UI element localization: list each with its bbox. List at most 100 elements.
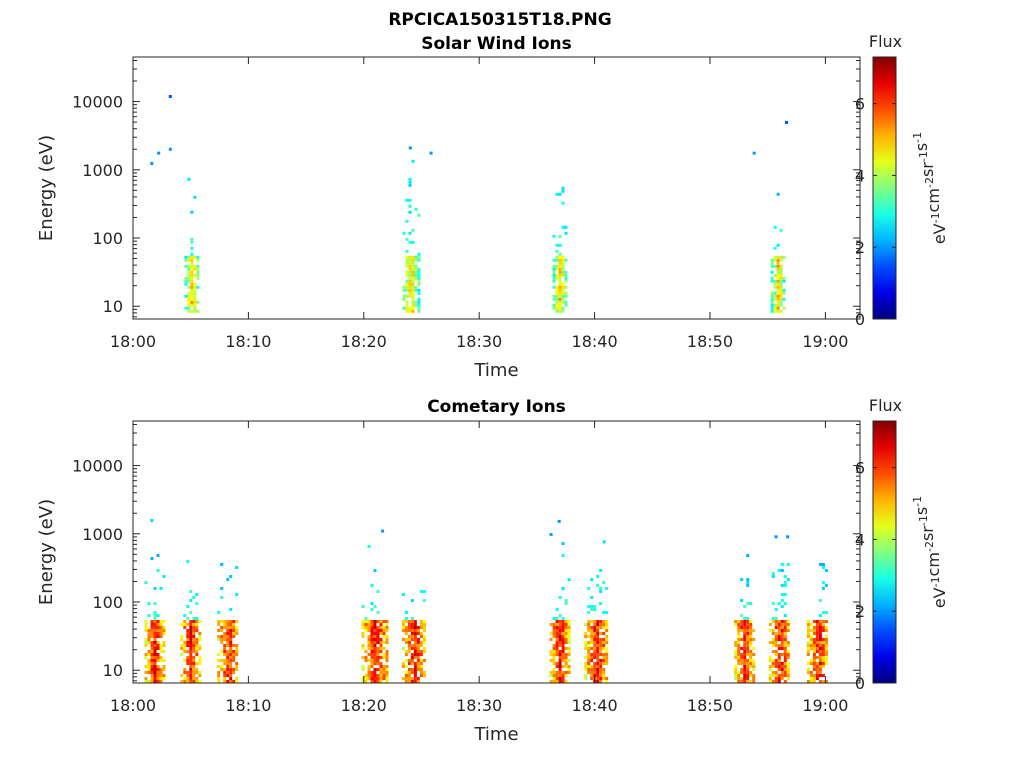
spectrogram-cell [771, 629, 775, 632]
spectrogram-cell [561, 680, 565, 683]
spectrogram-cell [405, 273, 409, 277]
spectrogram-cell [370, 656, 374, 659]
spectrogram-cell [422, 641, 426, 644]
spectrogram-cell [782, 279, 786, 283]
spectrogram-cell [749, 638, 753, 641]
spectrogram-cell [567, 623, 571, 626]
spectrogram-cell [193, 303, 197, 307]
spectrogram-cell [743, 629, 747, 632]
spectrogram-cell [561, 309, 565, 313]
spectrogram-cell [564, 656, 568, 659]
spectrogram-cell [812, 620, 816, 623]
spectrogram-cell [220, 626, 224, 629]
spectrogram-cell [147, 671, 151, 674]
spectrogram-cell [180, 638, 184, 641]
spectrogram-cell [159, 671, 163, 674]
spectrogram-cell [746, 662, 750, 665]
spectrogram-cell [587, 656, 591, 659]
spectrogram-cell [783, 614, 787, 617]
spectrogram-cell [555, 291, 559, 295]
spectrogram-cell [740, 629, 744, 632]
spectrogram-cell [370, 602, 374, 605]
spectrogram-cell [776, 255, 780, 259]
spectrogram-cell [777, 659, 781, 662]
spectrogram-cell [229, 653, 233, 656]
spectrogram-cell [195, 653, 199, 656]
spectrogram-cell [183, 641, 187, 644]
spectrogram-cell [777, 653, 781, 656]
spectrogram-cell [159, 626, 163, 629]
spectrogram-cell [198, 671, 202, 674]
spectrogram-cell [364, 650, 368, 653]
spectrogram-cell [821, 653, 825, 656]
spectrogram-cell [186, 671, 190, 674]
spectrogram-cell [367, 653, 371, 656]
spectrogram-cell [561, 267, 565, 271]
spectrogram-cell [405, 270, 409, 274]
colorbar-title: Flux [869, 32, 902, 51]
spectrogram-cell [159, 647, 163, 650]
spectrogram-cell [587, 641, 591, 644]
spectrogram-cell [408, 231, 412, 235]
spectrogram-cell [555, 653, 559, 656]
spectrogram-cell [596, 635, 600, 638]
spectrogram-cell [752, 668, 756, 671]
spectrogram-cell [217, 620, 221, 623]
spectrogram-cell [190, 252, 194, 256]
spectrogram-cell [422, 623, 426, 626]
spectrogram-cell [777, 656, 781, 659]
spectrogram-cell [226, 665, 230, 668]
spectrogram-cell [186, 605, 190, 608]
spectrogram-cell [593, 662, 597, 665]
spectrogram-cell [555, 641, 559, 644]
colorbar-tick-label: 0 [855, 310, 865, 329]
spectrogram-cell [558, 620, 562, 623]
spectrogram-cell [783, 575, 787, 578]
spectrogram-cell [786, 563, 790, 566]
spectrogram-cell [235, 662, 239, 665]
spectrogram-cell [370, 659, 374, 662]
colorbar-tick-label: 4 [855, 530, 865, 549]
spectrogram-cell [824, 569, 828, 572]
spectrogram-cell [192, 641, 196, 644]
spectrogram-cell [410, 599, 414, 602]
spectrogram-cell [818, 644, 822, 647]
colorbar-tick-label: 6 [855, 95, 865, 114]
spectrogram-cell [776, 306, 780, 310]
spectrogram-cell [156, 644, 160, 647]
spectrogram-cell [220, 668, 224, 671]
spectrogram-cell [770, 276, 774, 280]
spectrogram-cell [596, 629, 600, 632]
spectrogram-cell [162, 575, 166, 578]
spectrogram-cell [150, 680, 154, 683]
y-tick-label: 10000 [72, 457, 123, 476]
spectrogram-cell [361, 605, 365, 608]
spectrogram-cell [162, 665, 166, 668]
spectrogram-cell [555, 644, 559, 647]
spectrogram-cell [410, 647, 414, 650]
spectrogram-cell [590, 629, 594, 632]
spectrogram-cell [408, 264, 412, 268]
spectrogram-cell [414, 264, 418, 268]
isolated-point [774, 535, 778, 539]
spectrogram-cell [190, 273, 194, 277]
spectrogram-cell [404, 626, 408, 629]
spectrogram-cell [552, 626, 556, 629]
spectrogram-cell [561, 306, 565, 310]
spectrogram-cell [555, 662, 559, 665]
spectrogram-cell [405, 264, 409, 268]
y-tick-label: 1000 [82, 525, 123, 544]
spectrogram-cell [229, 680, 233, 683]
spectrogram-cell [190, 237, 194, 241]
spectrogram-cell [413, 632, 417, 635]
spectrogram-cell [376, 647, 380, 650]
spectrogram-cell [779, 264, 783, 268]
spectrogram-cell [774, 617, 778, 620]
spectrogram-cell [410, 668, 414, 671]
spectrogram-cell [596, 644, 600, 647]
spectrogram-cell [786, 656, 790, 659]
spectrogram-cell [364, 659, 368, 662]
spectrogram-cell [552, 276, 556, 280]
spectrogram-cell [162, 674, 166, 677]
spectrogram-cell [549, 674, 553, 677]
